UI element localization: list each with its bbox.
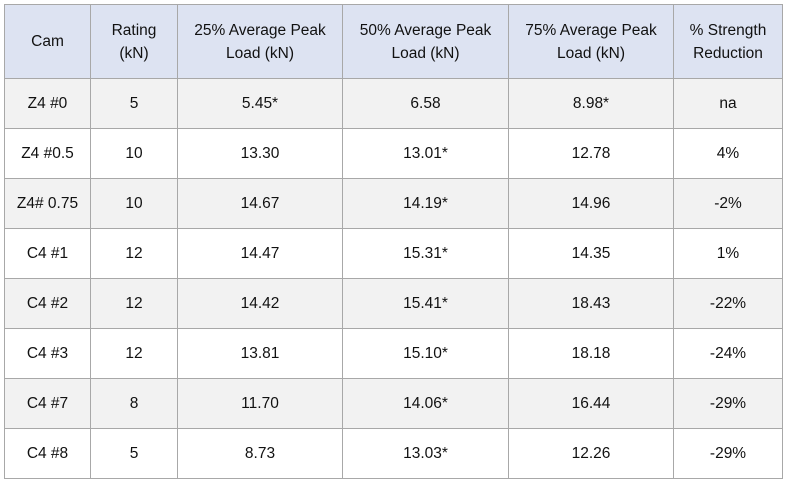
- cell-strength-reduction: -2%: [673, 178, 783, 229]
- header-rating-line1: Rating: [111, 21, 157, 39]
- table-row: C4 #2 12 14.42 15.41* 18.43 -22%: [4, 278, 783, 329]
- cell-cam: Z4 #0: [4, 78, 91, 129]
- cell-50-load: 14.06*: [342, 378, 509, 429]
- table-row: C4 #7 8 11.70 14.06* 16.44 -29%: [4, 378, 783, 429]
- header-rating: Rating (kN): [90, 4, 178, 79]
- cell-cam: Z4# 0.75: [4, 178, 91, 229]
- cell-75-load: 16.44: [508, 378, 674, 429]
- cell-75-load: 14.35: [508, 228, 674, 279]
- header-strength-reduction: % Strength Reduction: [673, 4, 783, 79]
- header-75-line2: Load (kN): [556, 44, 626, 62]
- header-row: Cam Rating (kN) 25% Average Peak Load (k…: [4, 4, 783, 79]
- cell-cam: C4 #1: [4, 228, 91, 279]
- cell-75-load: 18.43: [508, 278, 674, 329]
- cell-75-load: 12.78: [508, 128, 674, 179]
- header-50-percent: 50% Average Peak Load (kN): [342, 4, 509, 79]
- cell-50-load: 15.41*: [342, 278, 509, 329]
- cell-strength-reduction: -22%: [673, 278, 783, 329]
- cell-75-load: 18.18: [508, 328, 674, 379]
- header-strength-line2: Reduction: [693, 44, 763, 62]
- cell-cam: C4 #3: [4, 328, 91, 379]
- cell-rating: 10: [90, 178, 178, 229]
- header-strength-line1: % Strength: [689, 21, 767, 39]
- cell-rating: 12: [90, 328, 178, 379]
- cell-75-load: 12.26: [508, 428, 674, 479]
- cell-strength-reduction: -29%: [673, 378, 783, 429]
- cell-75-load: 14.96: [508, 178, 674, 229]
- cell-75-load: 8.98*: [508, 78, 674, 129]
- cell-cam: C4 #8: [4, 428, 91, 479]
- cell-strength-reduction: -24%: [673, 328, 783, 379]
- cell-25-load: 13.81: [177, 328, 343, 379]
- table-row: Z4 #0.5 10 13.30 13.01* 12.78 4%: [4, 128, 783, 179]
- cell-rating: 5: [90, 428, 178, 479]
- cell-strength-reduction: -29%: [673, 428, 783, 479]
- cell-rating: 12: [90, 228, 178, 279]
- header-50-line1: 50% Average Peak: [359, 21, 492, 39]
- header-25-line2: Load (kN): [225, 44, 295, 62]
- table-header: Cam Rating (kN) 25% Average Peak Load (k…: [4, 4, 783, 79]
- header-rating-line2: (kN): [119, 44, 149, 62]
- cell-rating: 8: [90, 378, 178, 429]
- cell-25-load: 8.73: [177, 428, 343, 479]
- cell-strength-reduction: na: [673, 78, 783, 129]
- header-50-line2: Load (kN): [391, 44, 460, 62]
- cell-25-load: 11.70: [177, 378, 343, 429]
- load-test-table: Cam Rating (kN) 25% Average Peak Load (k…: [4, 4, 783, 479]
- cell-50-load: 13.03*: [342, 428, 509, 479]
- cell-rating: 10: [90, 128, 178, 179]
- table-row: Z4# 0.75 10 14.67 14.19* 14.96 -2%: [4, 178, 783, 229]
- cell-25-load: 5.45*: [177, 78, 343, 129]
- cell-50-load: 13.01*: [342, 128, 509, 179]
- cell-strength-reduction: 4%: [673, 128, 783, 179]
- cell-strength-reduction: 1%: [673, 228, 783, 279]
- header-cam-text: Cam: [31, 33, 64, 50]
- table-row: Z4 #0 5 5.45* 6.58 8.98* na: [4, 78, 783, 129]
- header-25-percent: 25% Average Peak Load (kN): [177, 4, 343, 79]
- cell-rating: 5: [90, 78, 178, 129]
- header-75-percent: 75% Average Peak Load (kN): [508, 4, 674, 79]
- cell-25-load: 14.47: [177, 228, 343, 279]
- cell-cam: Z4 #0.5: [4, 128, 91, 179]
- cell-rating: 12: [90, 278, 178, 329]
- cell-50-load: 14.19*: [342, 178, 509, 229]
- header-25-line1: 25% Average Peak: [194, 21, 326, 39]
- table-row: C4 #3 12 13.81 15.10* 18.18 -24%: [4, 328, 783, 379]
- table-body: Z4 #0 5 5.45* 6.58 8.98* na Z4 #0.5 10 1…: [4, 78, 783, 479]
- table-row: C4 #8 5 8.73 13.03* 12.26 -29%: [4, 428, 783, 479]
- cell-50-load: 15.10*: [342, 328, 509, 379]
- cell-50-load: 6.58: [342, 78, 509, 129]
- cell-25-load: 14.42: [177, 278, 343, 329]
- cell-50-load: 15.31*: [342, 228, 509, 279]
- header-cam: Cam: [4, 4, 91, 79]
- cell-25-load: 14.67: [177, 178, 343, 229]
- cell-cam: C4 #7: [4, 378, 91, 429]
- cell-25-load: 13.30: [177, 128, 343, 179]
- cell-cam: C4 #2: [4, 278, 91, 329]
- header-75-line1: 75% Average Peak: [525, 21, 657, 39]
- table-row: C4 #1 12 14.47 15.31* 14.35 1%: [4, 228, 783, 279]
